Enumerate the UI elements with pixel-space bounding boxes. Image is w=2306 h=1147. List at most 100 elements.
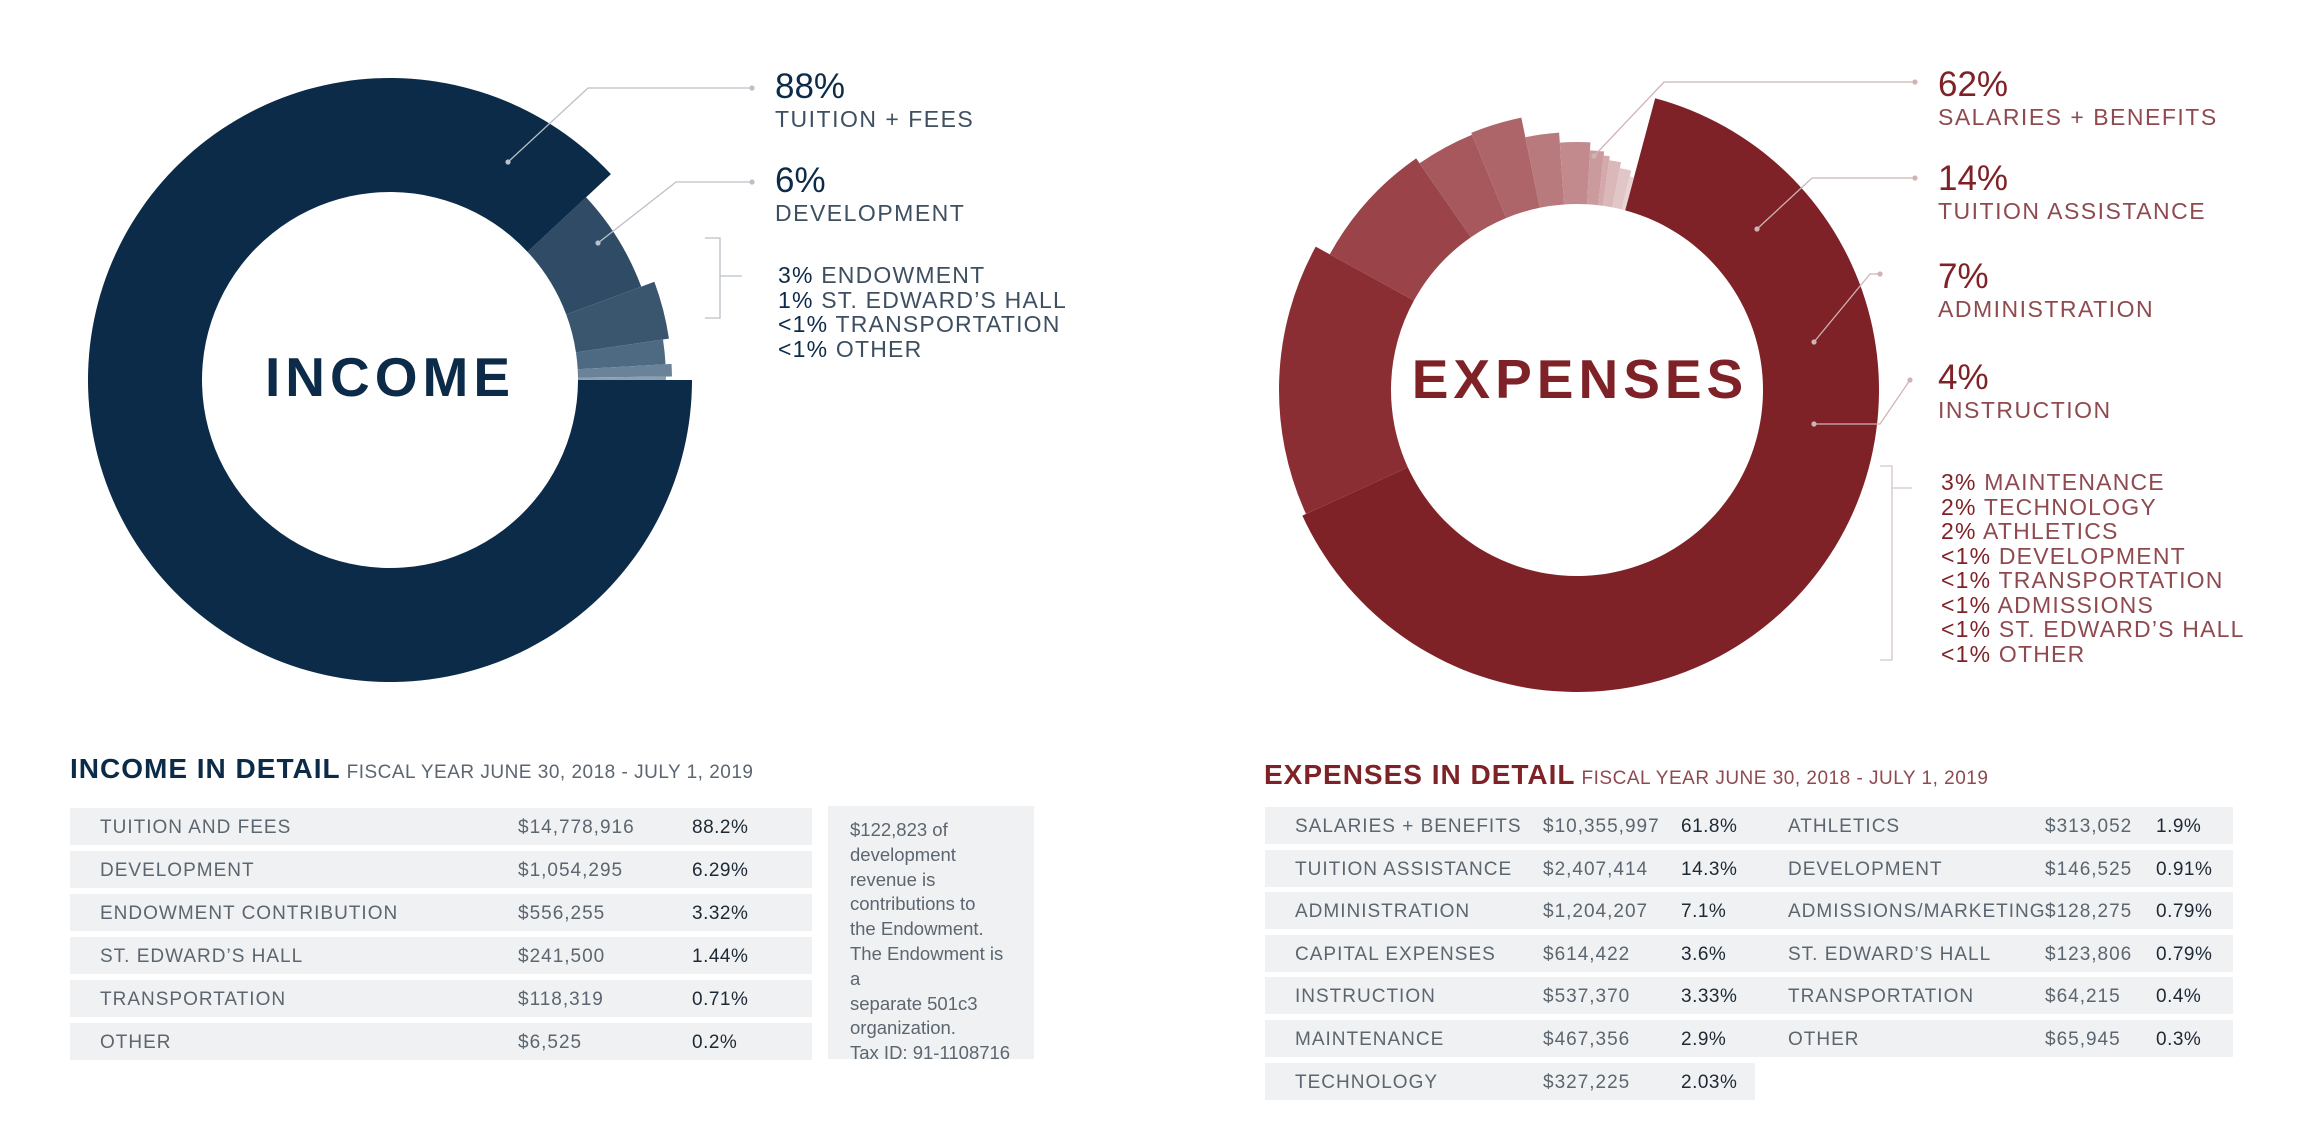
item-pct: <1% — [1941, 542, 1992, 569]
note-line: revenue is — [850, 868, 936, 890]
cell-pct: 7.1% — [1681, 901, 1727, 923]
callout-label: ADMINISTRATION — [1938, 296, 2155, 322]
cell-name: ENDOWMENT CONTRIBUTION — [100, 903, 399, 924]
note-line: Tax ID: 91-1108716 — [850, 1042, 1011, 1064]
cell-name: TUITION AND FEES — [100, 817, 292, 838]
leader-dot — [505, 159, 511, 165]
table-row: DEVELOPMENT $1,054,295 6.29% — [70, 851, 812, 888]
callout-pct: 6% — [775, 161, 826, 200]
slice-administration — [1329, 158, 1471, 301]
cell-name: OTHER — [100, 1032, 172, 1053]
leader-line — [507, 87, 752, 163]
slice-endowment — [566, 281, 669, 353]
income-small-items: 3% ENDOWMENT 1% ST. EDWARD’S HALL <1% TR… — [778, 263, 1067, 361]
leader-line — [597, 181, 752, 244]
cell-name: INSTRUCTION — [1295, 986, 1436, 1008]
note-line: contributions to — [850, 893, 976, 915]
cell-pct: 2.03% — [1681, 1071, 1738, 1093]
cell-name: ATHLETICS — [1788, 816, 1901, 837]
callout-pct: 4% — [1938, 358, 1989, 397]
note-line: $122,823 of — [850, 819, 948, 840]
cell-name: TUITION ASSISTANCE — [1295, 858, 1513, 880]
table-row: TUITION AND FEES $14,778,916 88.2% — [70, 808, 812, 845]
cell-amount: $128,275 — [2045, 901, 2133, 923]
cell-amount: $1,204,207 — [1543, 901, 1649, 923]
item-pct: 2% — [1941, 518, 1977, 544]
slice-transportation — [1598, 155, 1610, 206]
item-pct: 3% — [778, 262, 814, 288]
income-callout-tuition: 88% TUITION + FEES — [775, 68, 974, 133]
list-item: <1% DEVELOPMENT — [1941, 542, 2245, 569]
item-pct: 2% — [1941, 493, 1977, 520]
slice-salaries-benefits — [1302, 98, 1880, 692]
callout-label: SALARIES + BENEFITS — [1938, 104, 2218, 130]
slice-tuition-fees — [88, 77, 693, 682]
slice-transportation — [577, 363, 672, 378]
note-line: The Endowment is a — [850, 942, 1004, 989]
slice-development — [1587, 150, 1605, 206]
item-pct: <1% — [1941, 591, 1992, 618]
leader-dot — [1754, 226, 1760, 232]
list-item: <1% TRANSPORTATION — [1941, 568, 2245, 593]
item-label: OTHER — [835, 335, 923, 362]
cell-pct: 88.2% — [692, 817, 749, 838]
cell-amount: $327,225 — [1543, 1071, 1631, 1093]
list-item: 3% ENDOWMENT — [778, 263, 1067, 288]
leader-dot — [1811, 421, 1817, 427]
cell-amount: $14,778,916 — [518, 817, 635, 838]
income-detail-heading: INCOME IN DETAIL FISCAL YEAR JUNE 30, 201… — [70, 753, 753, 785]
table-row: INSTRUCTION $537,370 3.33% — [1265, 977, 1755, 1015]
list-item: <1% OTHER — [1941, 640, 2245, 667]
table-row: ST. EDWARD’S HALL $241,500 1.44% — [70, 937, 812, 974]
table-row: CAPITAL EXPENSES $614,422 3.6% — [1265, 934, 1755, 972]
item-label: TRANSPORTATION — [1998, 567, 2224, 593]
expense-donut-chart — [1279, 79, 1918, 692]
cell-pct: 0.79% — [2156, 943, 2213, 965]
table-row: SALARIES + BENEFITS $10,355,997 61.8% — [1265, 807, 1755, 844]
table-row: TECHNOLOGY $327,225 2.03% — [1265, 1062, 1755, 1100]
leader-dot — [595, 240, 601, 246]
table-row: ADMISSIONS/MARKETING $128,275 0.79% — [1755, 892, 2233, 930]
cell-amount: $241,500 — [518, 946, 606, 967]
cell-name: OTHER — [1788, 1029, 1860, 1050]
note-line: separate 501c3 — [850, 992, 978, 1014]
expense-detail-heading: EXPENSES IN DETAIL FISCAL YEAR JUNE 30, 2… — [1264, 759, 1988, 791]
cell-amount: $123,806 — [2045, 943, 2133, 965]
item-pct: 3% — [1941, 469, 1977, 495]
cell-name: ST. EDWARD’S HALL — [1788, 943, 1992, 965]
cell-pct: 0.91% — [2156, 858, 2213, 880]
cell-pct: 1.9% — [2156, 816, 2202, 837]
item-pct: <1% — [1941, 616, 1992, 642]
leader-dot — [1907, 377, 1913, 383]
table-row: DEVELOPMENT $146,525 0.91% — [1755, 849, 2233, 887]
slice-other — [1621, 176, 1634, 211]
item-pct: <1% — [778, 311, 829, 337]
slice-maintenance — [1471, 117, 1540, 218]
item-label: MAINTENANCE — [1984, 469, 2165, 495]
income-detail-subtitle: FISCAL YEAR JUNE 30, 2018 - JULY 1, 2019 — [346, 762, 754, 783]
item-label: ST. EDWARD’S HALL — [821, 286, 1068, 313]
cell-amount: $1,054,295 — [518, 860, 624, 881]
expense-callout-salaries: 62% SALARIES + BENEFITS — [1938, 66, 2218, 131]
leader-dot — [1591, 153, 1597, 159]
callout-pct: 14% — [1938, 159, 2009, 198]
list-item: <1% OTHER — [778, 335, 1067, 362]
income-donut-chart — [88, 77, 755, 682]
income-center-title: INCOME — [265, 346, 515, 408]
table-row: TRANSPORTATION $118,319 0.71% — [70, 980, 812, 1017]
table-row: TRANSPORTATION $64,215 0.4% — [1755, 977, 2233, 1015]
table-row: ENDOWMENT CONTRIBUTION $556,255 3.32% — [70, 894, 812, 931]
item-label: TECHNOLOGY — [1983, 493, 2157, 520]
cell-amount: $10,355,997 — [1543, 816, 1660, 837]
leader-line — [1593, 81, 1915, 157]
callout-label: TUITION ASSISTANCE — [1938, 198, 2207, 224]
item-label: ATHLETICS — [1982, 518, 2119, 544]
list-item: <1% ST. EDWARD’S HALL — [1941, 617, 2245, 642]
cell-name: SALARIES + BENEFITS — [1295, 816, 1522, 837]
callout-pct: 7% — [1938, 257, 1989, 296]
cell-name: DEVELOPMENT — [1788, 858, 1943, 880]
leader-dot — [1912, 79, 1918, 85]
leader-dot — [749, 179, 755, 185]
item-label: OTHER — [1998, 640, 2086, 667]
expense-detail-title: EXPENSES IN DETAIL — [1264, 759, 1576, 790]
